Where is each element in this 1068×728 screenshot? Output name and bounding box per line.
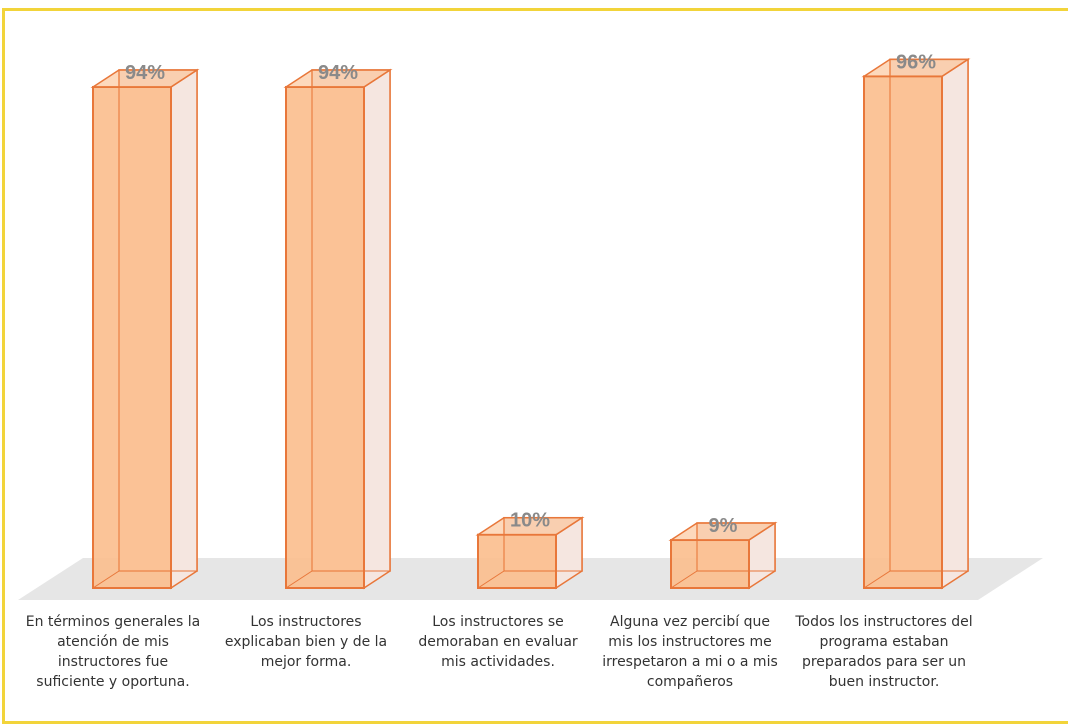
bar-front-face	[863, 75, 943, 589]
bar-2	[283, 68, 393, 590]
bar-5	[861, 57, 971, 590]
bar-inner-edge	[477, 570, 505, 589]
bar-inner-edge	[92, 570, 120, 589]
bar-3	[475, 516, 585, 590]
bar-1	[90, 68, 200, 590]
category-label-5: Todos los instructores del programa esta…	[795, 614, 973, 690]
bar-front-face	[285, 85, 365, 589]
data-label-1: 94%	[125, 62, 165, 84]
category-label-2: Los instructores explicaban bien y de la…	[224, 614, 388, 670]
bar-inner-edge	[863, 570, 891, 589]
data-label-3: 10%	[510, 510, 550, 532]
data-label-4: 9%	[709, 515, 738, 537]
category-label-4: Alguna vez percibí que mis los instructo…	[602, 614, 778, 690]
category-label-3: Los instructores se demoraban en evaluar…	[418, 614, 578, 670]
bar-inner-edge	[670, 570, 698, 589]
data-label-2: 94%	[318, 62, 358, 84]
bar-inner-edge	[285, 570, 313, 589]
bar-4	[668, 521, 778, 590]
bar-side-face	[941, 57, 969, 590]
bars-group	[90, 57, 971, 590]
bar-side-face	[170, 68, 198, 590]
data-label-5: 96%	[896, 51, 936, 73]
bar-front-face	[92, 85, 172, 589]
category-label-1: En términos generales la atención de mis…	[25, 614, 201, 690]
data-labels-group: 94% 94% 10% 9% 96%	[125, 51, 936, 537]
bar-side-face	[363, 68, 391, 590]
chart-frame	[2, 8, 1068, 724]
